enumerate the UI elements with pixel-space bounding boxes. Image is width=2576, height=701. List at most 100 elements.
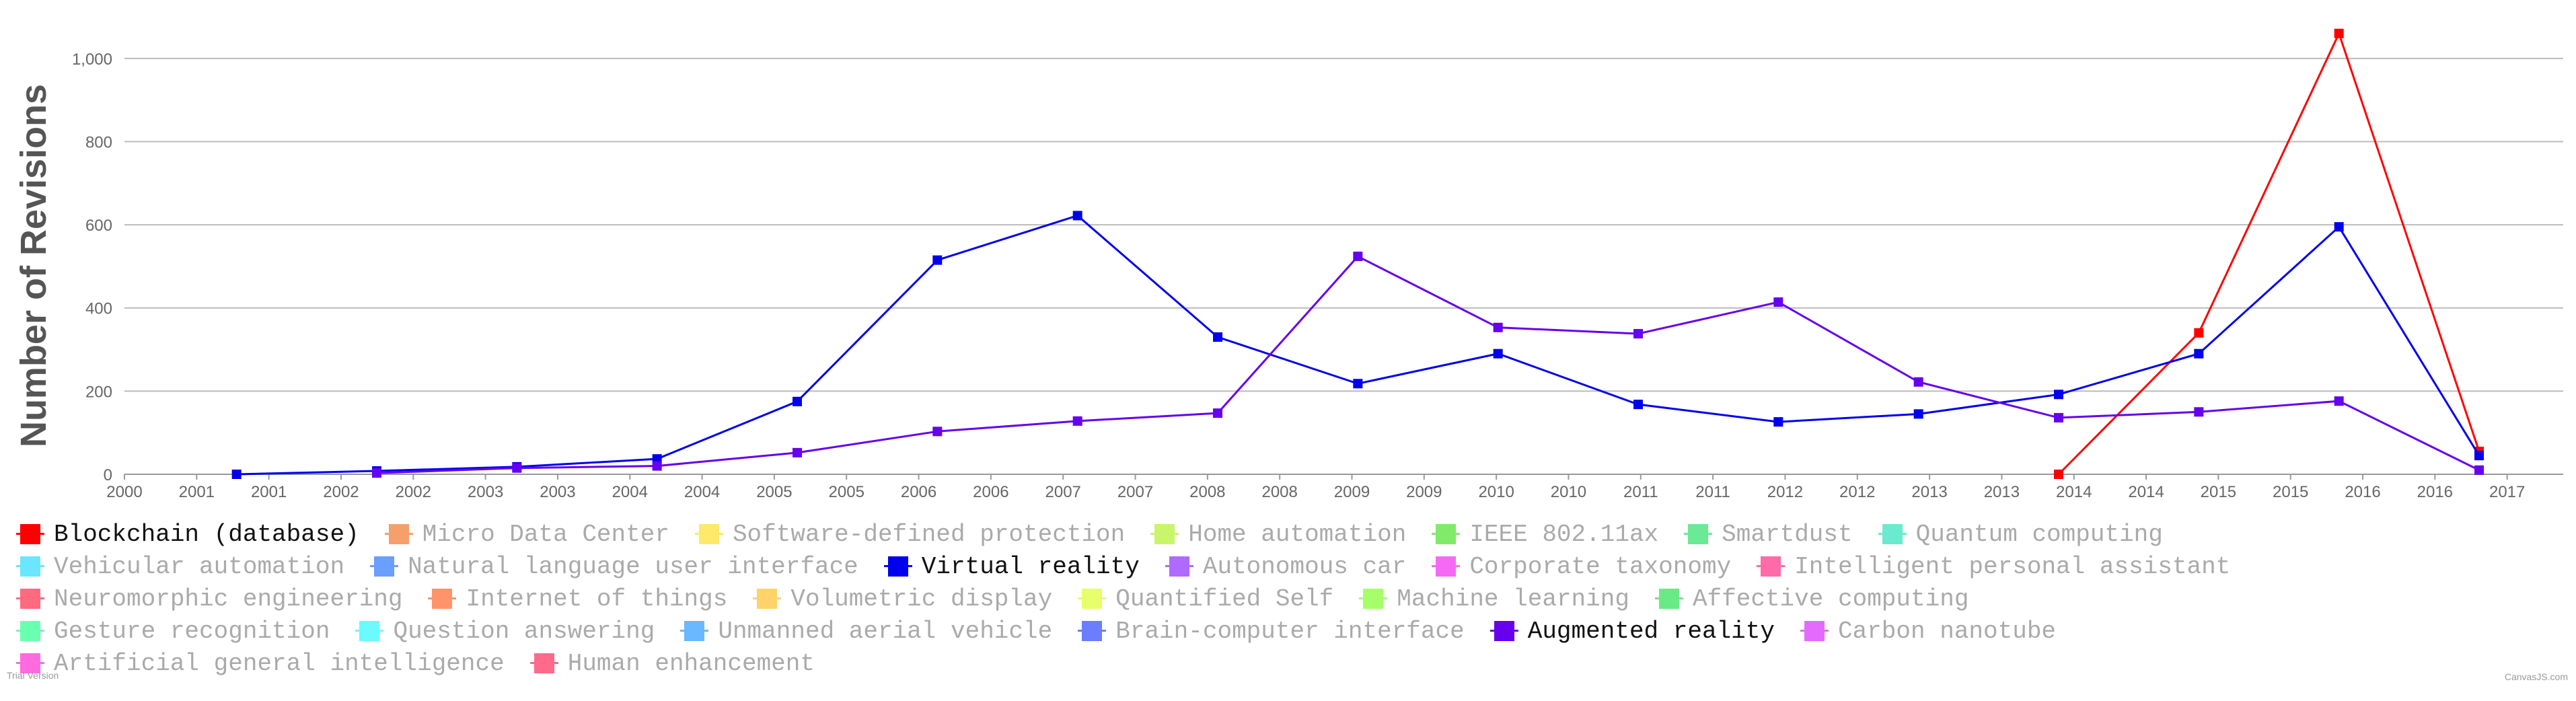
legend-item[interactable]: Virtual reality [883,553,1140,581]
x-tick-label: 2013 [1911,483,1947,501]
data-point[interactable] [2054,412,2063,422]
legend-item[interactable]: Question answering [355,618,655,645]
legend-marker-icon [16,555,44,578]
legend-item[interactable]: Software-defined protection [694,520,1126,548]
legend-label: Carbon nanotube [1837,617,2057,645]
legend-item[interactable]: Intelligent personal assistant [1757,553,2230,581]
legend-item[interactable]: IEEE 802.11ax [1432,521,1658,548]
data-point[interactable] [1353,252,1363,262]
data-point[interactable] [2334,396,2344,406]
legend-item[interactable]: Autonomous car [1165,553,1406,581]
legend-label: Affective computing [1692,585,1969,613]
data-point[interactable] [231,470,242,479]
legend-marker-icon [1359,587,1388,610]
legend-label: Question answering [393,617,655,645]
data-point[interactable] [2054,470,2063,479]
data-point[interactable] [1913,377,1923,387]
data-point[interactable] [1773,297,1783,307]
legend-item[interactable]: Micro Data Center [384,521,669,548]
legend-item[interactable]: Augmented reality [1489,618,1775,645]
x-tick-label: 2003 [468,483,503,501]
legend-label: Gesture recognition [54,617,330,645]
legend-label: Blockchain (database) [54,520,359,548]
legend-row: Gesture recognition Question answering Unm… [16,615,2573,647]
data-point[interactable] [1493,348,1503,359]
data-point[interactable] [2054,390,2063,400]
legend-marker-icon [753,587,782,610]
legend-item[interactable]: Machine learning [1359,585,1629,613]
legend-item[interactable]: Quantified Self [1078,585,1333,613]
legend-label: Human enhancement [567,649,815,677]
legend-item[interactable]: Brain-computer interface [1078,618,1465,645]
legend-item[interactable]: Human enhancement [529,649,815,677]
legend-marker-icon [1150,523,1179,546]
legend-item[interactable]: Gesture recognition [16,618,330,645]
x-tick-label: 2010 [1551,483,1586,501]
legend-label: Software-defined protection [732,520,1126,548]
legend-item[interactable]: Neuromorphic engineering [16,585,402,613]
legend-label: Autonomous car [1202,552,1407,581]
legend-item[interactable]: Carbon nanotube [1800,618,2056,645]
legend-item[interactable]: Vehicular automation [16,553,344,581]
data-point[interactable] [1913,409,1923,419]
x-tick-label: 2012 [1767,483,1803,501]
data-point[interactable] [372,468,381,478]
legend-item[interactable]: Unmanned aerial vehicle [680,618,1052,645]
x-tick-label: 2003 [540,483,575,501]
legend-label: Vehicular automation [54,552,345,581]
data-point[interactable] [793,447,802,457]
legend-item[interactable]: Natural language user interface [370,553,858,581]
legend-item[interactable]: Quantum computing [1878,521,2163,548]
legend-item[interactable]: Volumetric display [753,585,1052,613]
legend-label: Artificial general intelligence [54,649,505,677]
data-point[interactable] [1633,329,1643,339]
legend-label: Natural language user interface [408,552,858,581]
x-tick-label: 2013 [1984,483,2020,501]
data-point[interactable] [2474,451,2484,461]
data-point[interactable] [932,427,943,437]
data-point[interactable] [652,461,662,471]
data-point[interactable] [1493,322,1503,332]
legend-item[interactable]: Corporate taxonomy [1432,553,1731,581]
data-point[interactable] [512,463,522,473]
legend-row: Neuromorphic engineering Internet of thin… [16,583,2573,615]
data-point[interactable] [2334,28,2344,38]
legend-item[interactable]: Artificial general intelligence [16,650,505,677]
data-point[interactable] [1213,332,1222,342]
legend-item[interactable]: Blockchain (database) [16,521,359,548]
legend-marker-icon [1684,523,1713,546]
legend-marker-icon [1165,555,1193,578]
legend-item[interactable]: Home automation [1150,521,1406,548]
legend-item[interactable]: Smartdust [1684,521,1853,548]
data-point[interactable] [1072,211,1082,221]
data-point[interactable] [652,454,662,464]
data-point[interactable] [2194,407,2204,417]
legend-item[interactable]: Internet of things [428,585,727,613]
x-tick-label: 2007 [1117,483,1153,501]
data-point[interactable] [1353,379,1363,389]
legend-marker-icon [16,523,44,546]
x-tick-label: 2006 [973,483,1008,501]
x-tick-label: 2005 [829,483,864,501]
series-line [376,255,2480,474]
legend-item[interactable]: Affective computing [1654,585,1969,613]
data-point[interactable] [2194,348,2204,359]
data-point[interactable] [2334,222,2344,232]
data-point[interactable] [1773,417,1783,427]
data-point[interactable] [1072,416,1082,426]
data-point[interactable] [2474,465,2484,475]
data-point[interactable] [1633,400,1643,410]
legend-marker-icon [370,555,399,578]
y-axis-ticks: 0 200 400 600 800 1,000 [72,50,112,484]
legend-marker-icon [428,587,457,610]
data-point[interactable] [2194,328,2204,338]
data-point[interactable] [932,255,943,265]
x-tick-label: 2014 [2056,483,2092,501]
y-tick-label: 400 [85,300,112,318]
legend-label: Internet of things [466,585,728,613]
data-point[interactable] [793,396,802,406]
x-tick-label: 2015 [2201,483,2236,501]
legend-marker-icon [16,620,44,642]
data-point[interactable] [1213,408,1222,418]
legend-label: Home automation [1188,520,1407,548]
